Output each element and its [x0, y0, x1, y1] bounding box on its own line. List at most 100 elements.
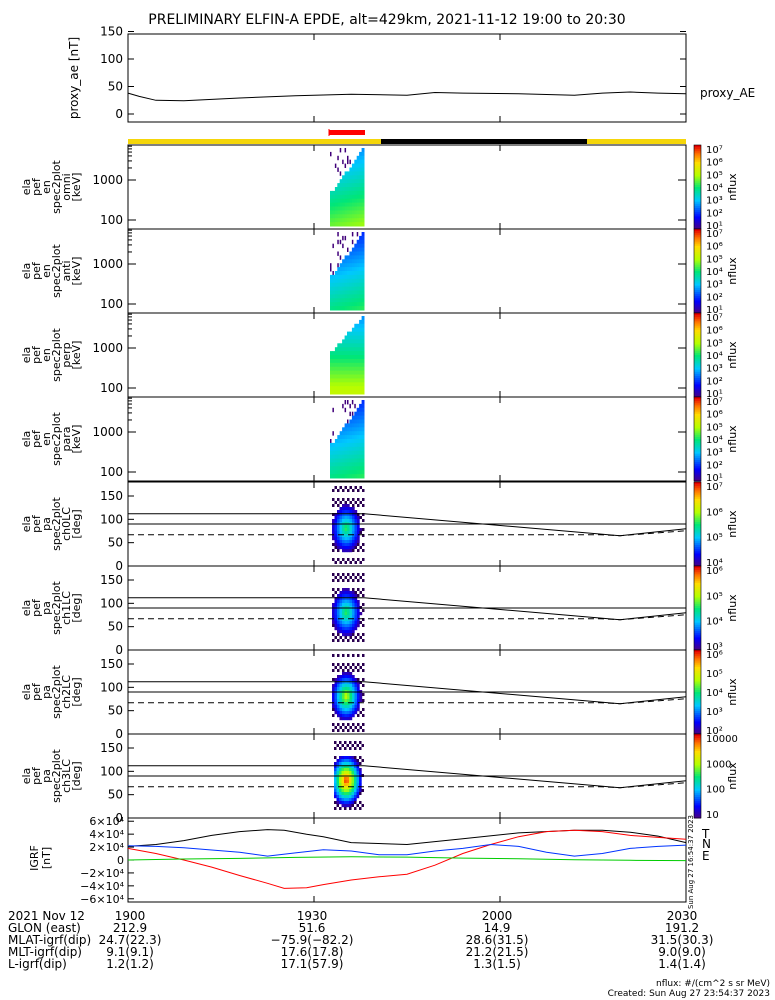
- spec-cell: [342, 804, 345, 807]
- spec-cell: [340, 537, 343, 540]
- spec-cell: [349, 378, 352, 382]
- spec-cell: [342, 705, 345, 708]
- spec-cell: [354, 789, 357, 792]
- spec-cell: [355, 609, 358, 612]
- spec-cell: [352, 669, 355, 672]
- spec-cell: [355, 666, 358, 669]
- spec-cell: [359, 183, 362, 187]
- spec-cell: [349, 298, 352, 302]
- spec-cell: [355, 534, 358, 537]
- spec-cell: [357, 609, 360, 612]
- spec-cell: [332, 459, 335, 463]
- spec-cell: [362, 375, 365, 379]
- spec-cell: [332, 699, 335, 702]
- spec-cell: [362, 451, 365, 455]
- spec-cell: [357, 519, 360, 522]
- spec-cell: [352, 729, 355, 732]
- ytick-label: 50: [108, 620, 123, 634]
- spec-cell: [337, 663, 340, 666]
- spec-cell: [349, 807, 352, 810]
- spec-cell: [342, 537, 345, 540]
- spec-cell: [345, 666, 348, 669]
- spec-cell: [359, 168, 362, 172]
- spec-cell: [340, 543, 343, 546]
- spec-cell: [342, 291, 345, 295]
- spec-cell: [349, 427, 352, 431]
- spec-cell: [342, 210, 345, 214]
- spec-cell: [345, 633, 348, 636]
- spec-cell: [332, 298, 335, 302]
- colorbar-tick-label: 10⁵: [706, 170, 723, 181]
- spec-cell: [347, 768, 350, 771]
- spec-cell: [350, 717, 353, 720]
- colorbar-tick-label: 10²: [706, 376, 723, 387]
- spec-cell: [347, 594, 350, 597]
- spec-cell: [362, 378, 365, 382]
- ytick-label: 0: [115, 643, 123, 657]
- spec-cell: [349, 747, 352, 750]
- spec-cell: [340, 591, 343, 594]
- spec-cell: [342, 528, 345, 531]
- spec-cell: [332, 525, 335, 528]
- spec-cell: [357, 624, 360, 627]
- spec-cell: [347, 612, 350, 615]
- spec-cell: [337, 768, 340, 771]
- spec-cell: [344, 801, 347, 804]
- spec-cell: [349, 470, 352, 474]
- spec-cell: [347, 789, 350, 792]
- spec-cell: [360, 591, 363, 594]
- spec-cell: [362, 302, 365, 306]
- spec-cell: [362, 248, 365, 252]
- spec-cell: [345, 717, 348, 720]
- spec-cell: [362, 347, 365, 351]
- spec-cell: [345, 612, 348, 615]
- spec-cell: [359, 259, 362, 263]
- spec-cell: [360, 528, 363, 531]
- spec-cell: [362, 152, 365, 156]
- spec-cell: [350, 525, 353, 528]
- spec-cell: [350, 621, 353, 624]
- spec-cell: [355, 693, 358, 696]
- spec-cell: [362, 699, 365, 702]
- spec-cell: [357, 573, 360, 576]
- spec-cell: [332, 455, 335, 459]
- spec-cell: [342, 462, 345, 466]
- spec-cell: [359, 347, 362, 351]
- spec-cell: [335, 609, 338, 612]
- spec-cell: [362, 148, 365, 152]
- spec-cell: [357, 687, 360, 690]
- spec-cell: [345, 546, 348, 549]
- spec-cell: [359, 423, 362, 427]
- spec-cell: [349, 386, 352, 390]
- spec-cell: [357, 603, 360, 606]
- spec-cell: [359, 431, 362, 435]
- spec-cell: [347, 540, 350, 543]
- spec-cell: [362, 328, 365, 332]
- spec-cell: [337, 156, 339, 160]
- spec-cell: [337, 504, 340, 507]
- spec-cell: [355, 543, 358, 546]
- spec-cell: [335, 687, 338, 690]
- spec-cell: [359, 275, 362, 279]
- spec-cell: [362, 316, 365, 320]
- spec-cell: [359, 222, 362, 226]
- colorbar-label: nflux: [726, 594, 739, 622]
- spec-cell: [345, 531, 348, 534]
- spec-cell: [350, 624, 353, 627]
- spec-cell: [349, 795, 352, 798]
- spec-cell: [362, 232, 365, 236]
- spec-cell: [339, 756, 342, 759]
- spec-cell: [352, 711, 355, 714]
- spec-cell: [340, 486, 343, 489]
- spec-cell: [349, 210, 352, 214]
- spec-cell: [332, 408, 334, 412]
- spec-cell: [357, 540, 360, 543]
- spec-cell: [357, 579, 360, 582]
- spec-cell: [362, 156, 365, 160]
- spec-cell: [359, 240, 362, 244]
- spec-cell: [342, 531, 345, 534]
- spec-cell: [359, 474, 362, 478]
- spec-cell: [350, 546, 353, 549]
- spec-cell: [335, 164, 337, 168]
